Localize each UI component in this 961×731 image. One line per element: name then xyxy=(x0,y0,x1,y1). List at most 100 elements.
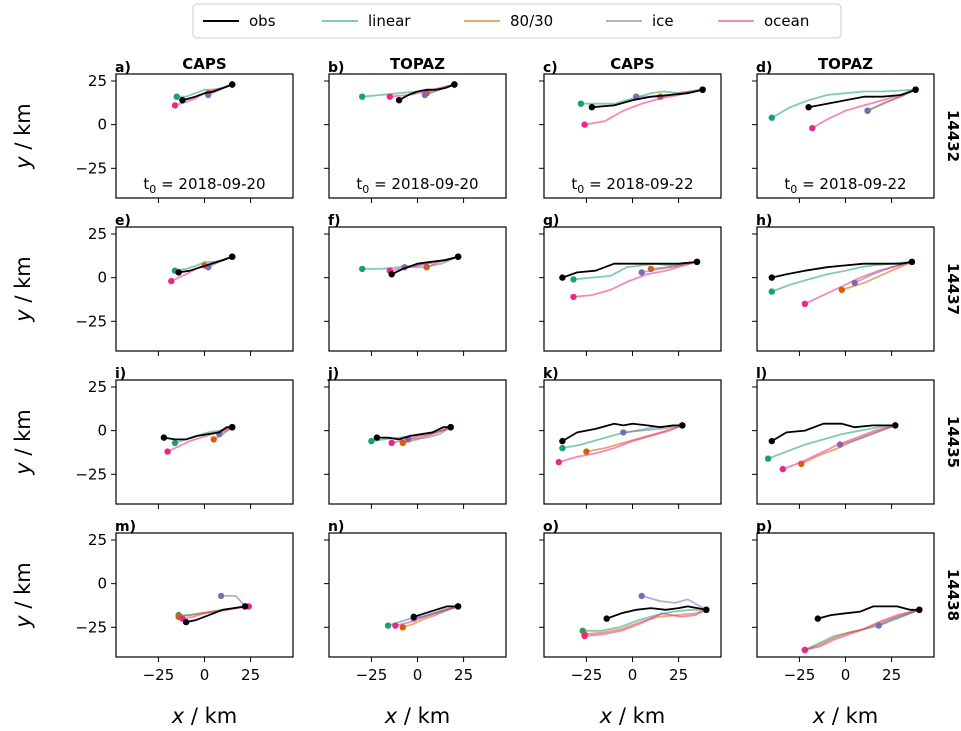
y-tick-label: 25 xyxy=(88,378,107,396)
series-line-obs xyxy=(771,422,896,442)
x-axis-title: x / km xyxy=(812,704,878,728)
x-tick-label: 0 xyxy=(413,666,423,684)
start-point-80-30 xyxy=(838,286,845,294)
panel-label: b) xyxy=(328,60,344,76)
start-point-obs xyxy=(805,104,812,111)
start-point-ocean xyxy=(570,293,577,301)
series-line-ocean xyxy=(395,605,459,627)
start-point-obs xyxy=(410,613,417,620)
start-point-ice xyxy=(875,622,882,629)
row-title: 14438 xyxy=(944,569,961,621)
start-point-obs xyxy=(559,274,566,281)
start-point-linear xyxy=(577,100,585,107)
series-line-obs xyxy=(591,88,703,109)
x-axis-title: x / km xyxy=(384,704,450,728)
start-point-linear xyxy=(173,93,180,100)
start-point-obs xyxy=(395,97,403,104)
row-title: 14437 xyxy=(944,263,961,315)
series-line-linear xyxy=(767,424,896,460)
column-title: CAPS xyxy=(610,55,654,73)
y-axis-title: y / km xyxy=(11,256,35,322)
series-line-ocean xyxy=(804,261,913,305)
panel-label: n) xyxy=(328,519,344,535)
series-line-obs xyxy=(376,426,451,441)
axes-frame xyxy=(115,226,294,352)
series-line-obs xyxy=(391,255,459,276)
end-point-obs xyxy=(229,81,236,88)
column-title: CAPS xyxy=(182,55,226,73)
end-point-obs xyxy=(699,86,706,93)
start-point-linear xyxy=(384,622,392,629)
axes-frame xyxy=(756,532,935,658)
series-line-linear xyxy=(582,608,707,632)
axes-frame xyxy=(115,532,294,658)
start-point-80-30 xyxy=(210,436,217,443)
start-point-linear xyxy=(359,93,366,100)
series-line-ocean xyxy=(804,608,920,651)
x-tick-label: 25 xyxy=(454,666,473,684)
series-line-ocean xyxy=(389,83,455,98)
start-point-ice xyxy=(864,107,871,114)
legend-label: obs xyxy=(249,12,276,30)
start-point-ice xyxy=(638,592,645,600)
series-line-ocean xyxy=(558,424,683,463)
end-point-obs xyxy=(451,81,458,88)
y-tick-label: −25 xyxy=(75,465,107,483)
legend-item-linear: linear xyxy=(322,12,411,30)
panel-label: e) xyxy=(115,213,131,229)
series-line-obs xyxy=(808,88,916,109)
start-point-obs xyxy=(588,104,596,111)
start-point-linear xyxy=(764,455,772,462)
x-axis-title: x / km xyxy=(171,704,237,728)
start-point-ocean xyxy=(392,622,399,629)
start-point-linear xyxy=(368,437,375,445)
t0-label: t0 = 2018-09-22 xyxy=(571,175,693,196)
series-line-obs xyxy=(413,605,459,618)
end-point-obs xyxy=(916,606,923,613)
x-tick-label: 0 xyxy=(628,666,638,684)
axes-frame xyxy=(115,379,294,505)
legend-item-ocean: ocean xyxy=(718,12,809,30)
legend: obs linear 80/30 ice ocean xyxy=(192,3,842,39)
start-point-obs xyxy=(814,615,821,622)
end-point-obs xyxy=(908,258,916,266)
start-point-ocean xyxy=(809,124,816,132)
series-line-linear xyxy=(771,88,916,119)
panel-l: l) 14435 xyxy=(752,366,961,509)
panel-f: f) xyxy=(324,213,507,356)
panel-g: g) xyxy=(539,213,722,356)
end-point-obs xyxy=(693,258,701,266)
y-tick-label: 25 xyxy=(88,225,107,243)
end-point-obs xyxy=(454,253,462,260)
start-point-linear xyxy=(559,444,566,452)
column-title: TOPAZ xyxy=(818,55,873,73)
series-line-obs xyxy=(562,261,698,279)
start-point-linear xyxy=(570,276,577,283)
axes-frame xyxy=(328,379,507,505)
y-tick-label: 0 xyxy=(97,269,107,287)
series-line-ice xyxy=(408,426,452,441)
start-point-obs xyxy=(182,618,190,626)
x-tick-label: −25 xyxy=(784,666,816,684)
series-line-obs xyxy=(163,426,233,441)
panel-b: b) TOPAZ t0 = 2018-09-20 xyxy=(324,55,507,203)
end-point-obs xyxy=(912,86,919,93)
row-title: 14435 xyxy=(944,416,961,468)
row-title: 14432 xyxy=(944,110,961,162)
x-tick-label: 25 xyxy=(241,666,260,684)
y-tick-label: 0 xyxy=(97,116,107,134)
series-line-ice xyxy=(404,255,459,269)
end-point-obs xyxy=(703,606,710,613)
y-tick-label: −25 xyxy=(75,618,107,636)
legend-box xyxy=(192,3,842,39)
y-axis-title: y / km xyxy=(11,409,35,475)
panel-j: j) xyxy=(324,366,507,509)
t0-label: t0 = 2018-09-20 xyxy=(356,175,478,196)
start-point-obs xyxy=(373,434,381,441)
start-point-ocean xyxy=(168,277,175,285)
y-axis-title: y / km xyxy=(11,103,35,169)
series-line-obs xyxy=(185,605,246,623)
x-tick-label: 0 xyxy=(200,666,210,684)
series-line-ocean xyxy=(584,608,707,637)
legend-label: ocean xyxy=(764,12,809,30)
